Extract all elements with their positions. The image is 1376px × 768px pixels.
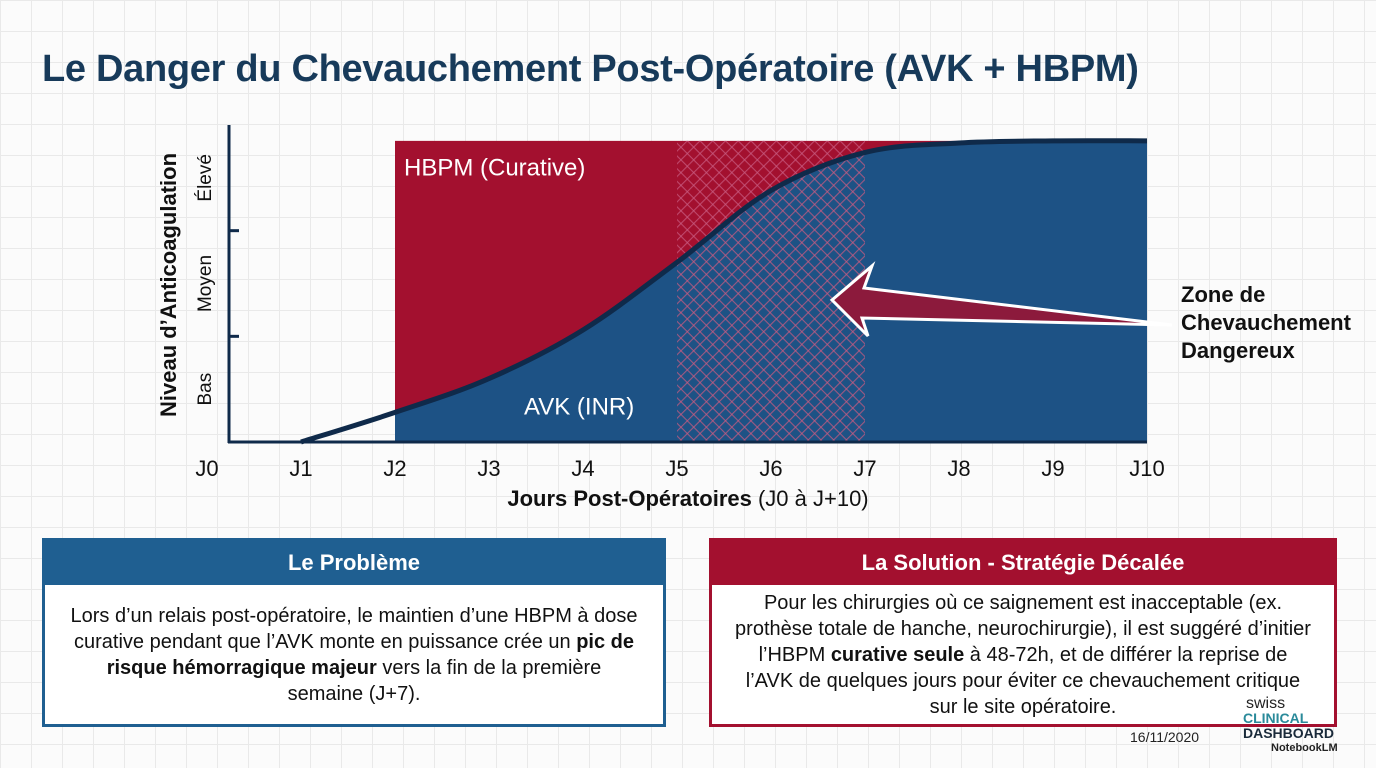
avk-curve [300,138,1148,445]
panel-text: Lors d’un relais post-opératoire, le mai… [67,603,641,707]
text-run: vers la fin de la première semaine (J+7)… [287,656,602,705]
y-tick-label: Bas [195,373,216,406]
x-tick-label: J0 [195,456,218,481]
panel-body: Pour les chirurgies où ce saignement est… [712,585,1334,724]
annotation: Zone de [1181,282,1265,307]
title: Le Danger du Chevauchement Post-Opératoi… [42,48,1139,90]
x-tick-label: J1 [289,456,312,481]
x-tick-label: J9 [1041,456,1064,481]
logo-bottom: DASHBOARD [1243,725,1334,741]
hbpm-area [395,140,1147,413]
emphasis: curative seule [830,643,965,666]
credit: NotebookLM [1271,742,1338,754]
text-run: à 48-72h, et de différer la reprise de l… [745,643,1301,718]
text-run: Pour les chirurgies où ce saignement est… [735,591,1311,666]
logo-top: swiss [1246,695,1286,712]
problem-panel: Le Problème Lors d’un relais post-opérat… [42,538,666,727]
logo: swiss CLINICAL DASHBOARD NotebookLM [1243,696,1338,756]
x-axis-label-main: Jours Post-Opératoires [507,486,752,511]
x-tick-label: J4 [571,456,594,481]
panel-text: Pour les chirurgies où ce saignement est… [734,590,1312,720]
emphasis: pic de risque hémorragique majeur [106,630,634,679]
panel-title: Le Problème [45,541,663,585]
date: 16/11/2020 [1130,729,1200,745]
solution-panel: La Solution - Stratégie Décalée Pour les… [709,538,1337,727]
overlap-zone [677,140,865,442]
text-run: Lors d’un relais post-opératoire, le mai… [70,604,638,653]
panel-body: Lors d’un relais post-opératoire, le mai… [45,585,663,724]
x-tick-label: J6 [759,456,782,481]
x-tick-label: J8 [947,456,970,481]
x-tick-label: J3 [477,456,500,481]
annotation-arrow [829,261,1173,338]
x-tick-label: J7 [853,456,876,481]
x-tick-label: J5 [665,456,688,481]
x-tick-label: J2 [383,456,406,481]
x-axis-label-suffix: (J0 à J+10) [752,486,869,511]
y-axis-label: Niveau d’Anticoagulation [156,153,181,417]
panel-title: La Solution - Stratégie Décalée [712,541,1334,585]
series-label: HBPM (Curative) [404,154,585,181]
x-axis-label: Jours Post-Opératoires (J0 à J+10) [507,486,868,511]
series-label: AVK (INR) [524,393,634,420]
annotation: Dangereux [1181,338,1295,363]
logo-mid: CLINICAL [1243,710,1309,726]
y-tick-label: Moyen [195,255,216,312]
annotation: Chevauchement [1181,310,1352,335]
x-tick-label: J10 [1129,456,1164,481]
y-tick-label: Élevé [195,154,216,202]
